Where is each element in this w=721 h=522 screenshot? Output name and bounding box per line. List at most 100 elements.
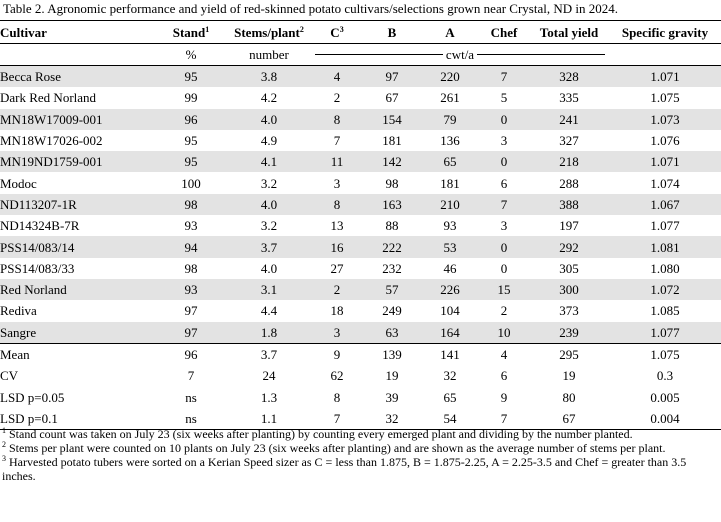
cell-total: 373: [559, 303, 579, 319]
cell-stems: 4.2: [260, 90, 278, 106]
table-row: MN18W17009-001 96 4.0 8 154 79 0 241 1.073: [0, 108, 721, 130]
cell-a: 65: [443, 389, 457, 405]
footnote-3: 3 Harvested potato tubers were sorted on…: [2, 454, 687, 484]
cell-c: 2: [311, 278, 363, 301]
cell-total: 300: [529, 278, 609, 301]
cell-chef: 2: [500, 303, 508, 319]
cell-total: 305: [559, 260, 579, 276]
cell-sg: 1.067: [609, 193, 721, 216]
cell-sg: 1.081: [609, 236, 721, 258]
cell-total: 327: [559, 133, 579, 149]
cell-total: 80: [562, 389, 576, 405]
cell-c: 8: [311, 193, 363, 216]
cell-chef: 0: [479, 108, 529, 130]
cell-c: 8: [311, 108, 363, 130]
cell-sg: 1.075: [609, 342, 721, 366]
cell-chef: 4: [479, 342, 529, 366]
cell-c: 16: [311, 236, 363, 258]
cell-cultivar: Red Norland: [0, 278, 155, 301]
table-row: Dark Red Norland 99 4.2 2 67 261 5 335 1.075: [0, 87, 721, 108]
cell-c: 18: [330, 303, 344, 319]
cell-stems: 3.1: [227, 278, 311, 301]
cell-c: 3: [333, 175, 341, 191]
cell-total: 335: [559, 90, 579, 106]
cell-b: 63: [363, 321, 421, 344]
table-row: Red Norland 93 3.1 2 57 226 15 300 1.072: [0, 278, 721, 301]
cell-cultivar: MN19ND1759-001: [0, 151, 155, 173]
table-row: ND14324B-7R 93 3.2 13 88 93 3 197 1.077: [0, 215, 721, 236]
cell-b: 32: [363, 407, 421, 431]
cell-c: 62: [330, 368, 344, 384]
stat-row: CV 7 24 62 19 32 6 19 0.3: [0, 365, 721, 386]
cell-cultivar: ND14324B-7R: [0, 218, 80, 234]
cell-b: 181: [382, 133, 402, 149]
cell-total: 388: [529, 193, 609, 216]
cell-chef: 3: [500, 133, 508, 149]
header-a: A: [421, 20, 479, 44]
cell-a: 53: [421, 236, 479, 258]
cell-total: 292: [529, 236, 609, 258]
cell-chef: 9: [500, 389, 508, 405]
cell-cultivar: Mean: [0, 342, 155, 366]
cell-sg: 1.074: [650, 175, 680, 191]
cell-cultivar: Dark Red Norland: [0, 90, 97, 106]
cell-stand: 95: [155, 65, 227, 88]
cell-total: 197: [559, 218, 579, 234]
cell-chef: 3: [500, 218, 508, 234]
cell-stems: 4.9: [260, 133, 278, 149]
stat-row: LSD p=0.05 ns 1.3 8 39 65 9 80 0.005: [0, 386, 721, 407]
cell-stems: 4.4: [260, 303, 278, 319]
stat-row: Mean 96 3.7 9 139 141 4 295 1.075: [0, 342, 721, 366]
units-row: % number cwt/a: [0, 44, 721, 66]
cell-a: 79: [421, 108, 479, 130]
cell-total: 241: [529, 108, 609, 130]
cell-stand: 98: [184, 260, 198, 276]
cell-stand: 99: [184, 90, 198, 106]
cell-stems: 3.2: [260, 218, 278, 234]
cell-c: 9: [311, 342, 363, 366]
cell-sg: 1.076: [650, 133, 680, 149]
cell-a: 46: [443, 260, 457, 276]
cell-sg: 1.080: [650, 260, 680, 276]
table-row: MN19ND1759-001 95 4.1 11 142 65 0 218 1.071: [0, 151, 721, 173]
cell-c: 8: [333, 389, 341, 405]
footnotes: 1 Stand count was taken on July 23 (six …: [2, 427, 718, 484]
cell-sg: 0.3: [656, 368, 674, 384]
cell-stand: 98: [155, 193, 227, 216]
unit-yield: cwt/a: [311, 44, 609, 66]
cell-cultivar: LSD p=0.05: [0, 389, 65, 405]
cell-b: 232: [382, 260, 402, 276]
cell-stems: 3.7: [227, 342, 311, 366]
cell-b: 39: [385, 389, 399, 405]
cell-chef: 6: [500, 368, 508, 384]
table-row: Modoc 100 3.2 3 98 181 6 288 1.074: [0, 172, 721, 193]
cell-sg: 1.075: [650, 90, 680, 106]
cell-cultivar: LSD p=0.1: [0, 407, 155, 431]
cell-b: 98: [385, 175, 399, 191]
cell-c: 7: [311, 407, 363, 431]
cell-b: 19: [385, 368, 399, 384]
cell-stems: 1.3: [260, 389, 278, 405]
cell-cultivar: PSS14/083/33: [0, 260, 75, 276]
cell-cultivar: Modoc: [0, 175, 37, 191]
cell-a: 164: [421, 321, 479, 344]
cell-b: 222: [363, 236, 421, 258]
cell-stand: 100: [181, 175, 201, 191]
cell-stems: 4.0: [227, 108, 311, 130]
table-row: PSS14/083/33 98 4.0 27 232 46 0 305 1.080: [0, 258, 721, 279]
cell-b: 142: [363, 151, 421, 173]
stat-row: LSD p=0.1 ns 1.1 7 32 54 7 67 0.004: [0, 407, 721, 431]
cell-stand: 97: [184, 303, 198, 319]
cell-cultivar: Becca Rose: [0, 65, 155, 88]
cell-cultivar: MN18W17026-002: [0, 133, 103, 149]
cell-a: 54: [421, 407, 479, 431]
cell-stems: 3.7: [227, 236, 311, 258]
cell-chef: 5: [500, 90, 508, 106]
cell-total: 19: [562, 368, 576, 384]
cell-b: 88: [385, 218, 399, 234]
cell-stand: 95: [155, 151, 227, 173]
cell-stems: 4.0: [227, 193, 311, 216]
cell-b: 67: [385, 90, 399, 106]
cell-a: 220: [421, 65, 479, 88]
